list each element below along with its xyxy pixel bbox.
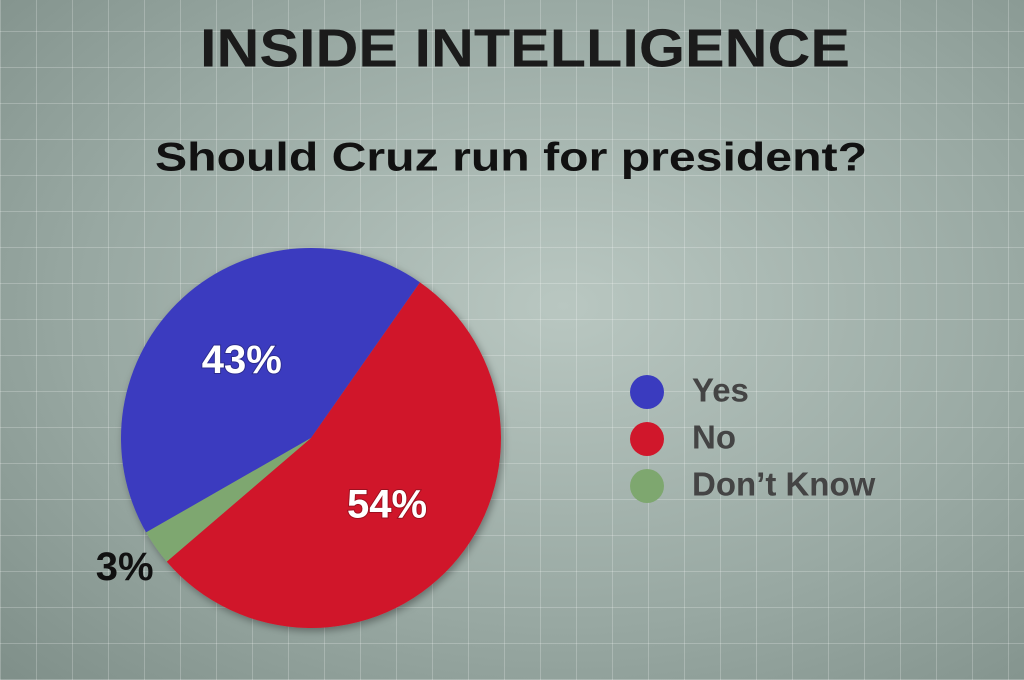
pie-slice — [120, 247, 420, 533]
legend-swatch — [630, 469, 664, 503]
legend-label: Yes — [692, 372, 749, 409]
legend-label: No — [692, 419, 736, 456]
chart-subtitle: Should Cruz run for president? — [155, 136, 867, 180]
data-label: 43% — [202, 338, 282, 382]
data-label: 54% — [347, 482, 427, 526]
pie-slice — [146, 438, 311, 562]
pie — [120, 247, 501, 628]
legend-swatch — [630, 422, 664, 456]
legend-label: Don’t Know — [692, 466, 876, 503]
legend-swatch — [630, 375, 664, 409]
pie-slice — [166, 282, 501, 628]
data-label: 3% — [96, 545, 154, 589]
chart-title: INSIDE INTELLIGENCE — [200, 18, 850, 78]
